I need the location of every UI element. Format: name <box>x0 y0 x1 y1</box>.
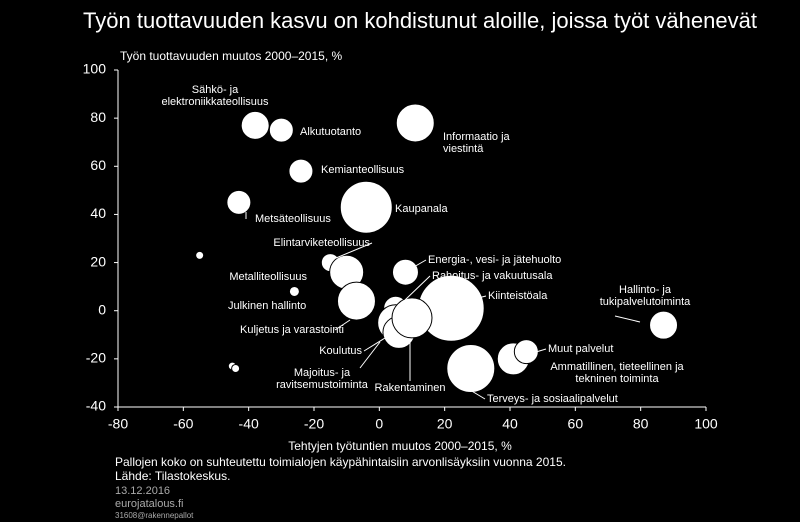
bubble-label: viestintä <box>443 143 484 155</box>
bubble <box>395 103 435 143</box>
bubble-label: Metsäteollisuus <box>255 213 331 225</box>
x-tick-label: 20 <box>437 416 453 432</box>
bubble-label: Kemianteollisuus <box>321 164 405 176</box>
x-tick-label: 40 <box>502 416 518 432</box>
bubble-label: elektroniikkateollisuus <box>162 96 269 108</box>
leader-line <box>404 275 431 301</box>
bubble-label: Energia-, vesi- ja jätehuolto <box>428 254 561 266</box>
y-tick-label: 60 <box>90 157 106 173</box>
bubble-label: Hallinto- ja <box>619 284 672 296</box>
bubble <box>195 250 205 260</box>
bubble-label: Metalliteollisuus <box>229 271 307 283</box>
bubble <box>288 158 314 184</box>
note: Pallojen koko on suhteutettu toimialojen… <box>115 455 566 469</box>
x-tick-label: -80 <box>108 416 128 432</box>
bubble-label: Koulutus <box>319 345 362 357</box>
bubble-label: tekninen toiminta <box>575 373 659 385</box>
bubble <box>446 343 496 393</box>
bubble <box>391 297 433 339</box>
chart-title: Työn tuottavuuden kasvu on kohdistunut a… <box>83 8 757 33</box>
x-tick-label: -60 <box>173 416 193 432</box>
bubble-label: Kaupanala <box>395 203 448 215</box>
leader-line <box>411 259 427 269</box>
note: 13.12.2016 <box>115 485 170 497</box>
bubble-label: Ammatillinen, tieteellinen ja <box>550 361 684 373</box>
bubble-label: Majoitus- ja <box>294 367 351 379</box>
bubble-label: Kiinteistöala <box>488 290 548 302</box>
bubble-label: tukipalvelutoiminta <box>600 296 691 308</box>
note: 31608@rakennepallot <box>115 511 194 520</box>
x-tick-label: -40 <box>239 416 259 432</box>
bubble-label: Rakentaminen <box>375 382 446 394</box>
bubble-label: Rahoitus- ja vakuutusala <box>432 270 553 282</box>
y-tick-label: 0 <box>98 301 106 317</box>
leader-line <box>469 389 486 400</box>
y-tick-label: -40 <box>86 398 106 414</box>
y-tick-label: -20 <box>86 350 106 366</box>
leader-line <box>335 242 373 259</box>
x-tick-label: 0 <box>375 416 383 432</box>
bubble-label: Terveys- ja sosiaalipalvelut <box>487 393 618 405</box>
x-tick-label: 100 <box>694 416 718 432</box>
note: eurojatalous.fi <box>115 498 184 510</box>
bubble-label: Muut palvelut <box>548 343 613 355</box>
bubble <box>513 339 539 365</box>
bubble-label: Sähkö- ja <box>192 84 239 96</box>
y-tick-label: 40 <box>90 205 106 221</box>
x-tick-label: -20 <box>304 416 324 432</box>
bubble-label: Julkinen hallinto <box>228 300 306 312</box>
leader-line <box>614 315 641 323</box>
bubble <box>231 363 241 373</box>
bubble <box>339 180 393 234</box>
y-tick-label: 80 <box>90 109 106 125</box>
note: Lähde: Tilastokeskus. <box>115 469 230 483</box>
leader-line <box>359 341 381 369</box>
y-tick-label: 20 <box>90 253 106 269</box>
bubble <box>240 110 270 140</box>
bubble-label: Elintarviketeollisuus <box>273 237 370 249</box>
x-axis-label: Tehtyjen työtuntien muutos 2000–2015, % <box>288 439 512 453</box>
bubble-label: ravitsemustoiminta <box>276 379 369 391</box>
y-axis-label: Työn tuottavuuden muutos 2000–2015, % <box>120 49 342 63</box>
bubble <box>288 285 300 297</box>
bubble <box>649 310 679 340</box>
x-tick-label: 80 <box>633 416 649 432</box>
leader-line <box>469 295 487 301</box>
bubble <box>226 189 252 215</box>
bubble-label: Informaatio ja <box>443 131 511 143</box>
bubble-label: Kuljetus ja varastointi <box>240 324 344 336</box>
bubble-label: Alkutuotanto <box>300 126 361 138</box>
bubble <box>336 281 376 321</box>
x-tick-label: 60 <box>568 416 584 432</box>
bubble <box>391 258 419 286</box>
leader-line <box>535 348 547 353</box>
leader-line <box>363 337 386 352</box>
leader-line <box>334 319 351 331</box>
bubble <box>268 117 294 143</box>
y-tick-label: 100 <box>83 61 107 77</box>
